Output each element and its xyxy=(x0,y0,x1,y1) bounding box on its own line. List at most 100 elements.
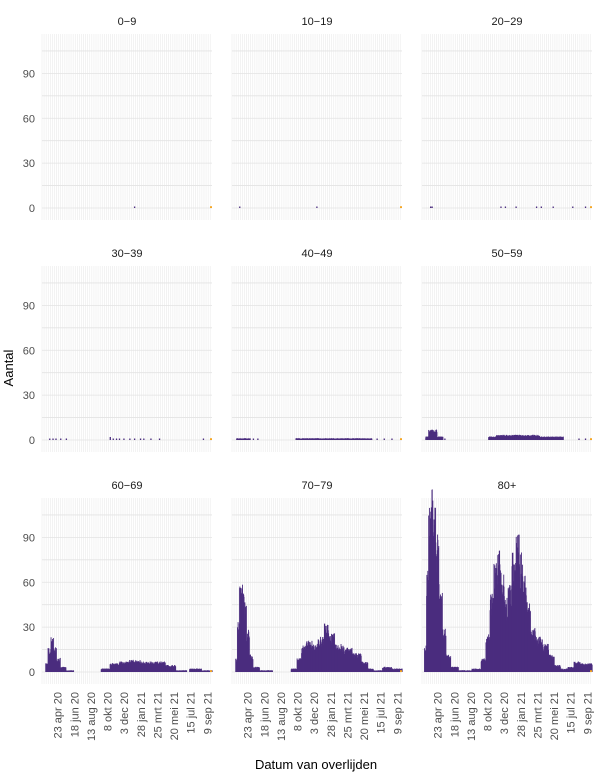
bar xyxy=(123,438,125,440)
x-tick-label: 15 jul 21 xyxy=(186,692,198,734)
bar xyxy=(55,438,57,440)
bar xyxy=(252,659,254,672)
x-tick-label: 9 sep 21 xyxy=(582,692,594,734)
x-tick-label: 3 dec 20 xyxy=(309,692,321,734)
x-tick-label: 15 jul 21 xyxy=(566,692,578,734)
bar xyxy=(133,438,136,440)
facet-title: 60−69 xyxy=(112,480,143,492)
x-tick-label: 23 apr 20 xyxy=(53,692,65,738)
bar xyxy=(245,605,247,672)
bar xyxy=(272,670,273,672)
facet-panel: 20−29 xyxy=(421,16,592,220)
bar xyxy=(584,438,587,440)
y-tick-label: 0 xyxy=(29,667,35,679)
bar xyxy=(430,206,432,208)
y-tick-label: 60 xyxy=(23,113,35,125)
bar xyxy=(60,438,62,440)
bar xyxy=(504,206,507,208)
recent-bar xyxy=(590,438,592,440)
facet-title: 70−79 xyxy=(302,480,333,492)
bar xyxy=(552,206,554,208)
x-tick-label: 25 mrt 21 xyxy=(152,692,164,738)
bar xyxy=(158,438,161,440)
y-tick-label: 90 xyxy=(23,532,35,544)
x-tick-label: 18 jun 20 xyxy=(69,692,81,737)
bar xyxy=(444,438,446,440)
x-tick-label: 15 jul 21 xyxy=(376,692,388,734)
x-tick-label: 9 sep 21 xyxy=(392,692,404,734)
y-tick-label: 90 xyxy=(23,300,35,312)
bar xyxy=(201,668,202,672)
x-tick-label: 8 okt 20 xyxy=(103,692,115,731)
facet-panel: 0−9 0 30 60 90 xyxy=(23,16,212,220)
x-tick-label: 8 okt 20 xyxy=(293,692,305,731)
bar xyxy=(540,206,542,208)
bar xyxy=(186,670,188,672)
x-tick-label: 3 dec 20 xyxy=(119,692,131,734)
bar xyxy=(55,648,57,672)
y-tick-label: 30 xyxy=(23,622,35,634)
recent-bar xyxy=(210,438,212,440)
bar xyxy=(175,666,177,672)
bar xyxy=(367,662,369,672)
bar xyxy=(112,438,114,440)
x-tick-label: 3 dec 20 xyxy=(499,692,511,734)
facet-title: 0−9 xyxy=(118,16,137,28)
x-tick-label: 28 jan 21 xyxy=(136,692,148,737)
x-tick-label: 18 jun 20 xyxy=(259,692,271,737)
x-tick-label: 25 mrt 21 xyxy=(532,692,544,738)
x-tick-label: 13 aug 20 xyxy=(276,692,288,741)
bar xyxy=(133,206,136,208)
bar xyxy=(445,635,447,672)
y-tick-label: 0 xyxy=(29,203,35,215)
x-tick-label: 13 aug 20 xyxy=(86,692,98,741)
facet-title: 20−29 xyxy=(492,16,523,28)
bar xyxy=(553,656,555,672)
facet-panel: 40−49 xyxy=(231,248,402,452)
recent-bar xyxy=(590,206,592,208)
facet-panels: 0−9 0 30 60 90 10−19 20−29 30−39 0 30 60 90 40−49 50−… xyxy=(23,16,595,741)
x-tick-label: 23 apr 20 xyxy=(243,692,255,738)
facet-title: 30−39 xyxy=(112,248,143,260)
recent-bar xyxy=(400,670,402,672)
y-tick-label: 0 xyxy=(29,435,35,447)
x-tick-label: 28 jan 21 xyxy=(326,692,338,737)
bar xyxy=(257,438,259,440)
x-tick-label: 8 okt 20 xyxy=(483,692,495,731)
bar xyxy=(65,438,68,440)
bar xyxy=(202,438,205,440)
bar xyxy=(150,438,152,440)
bar xyxy=(371,438,373,440)
bar xyxy=(383,438,385,440)
bar xyxy=(436,432,438,440)
bar xyxy=(73,670,75,672)
bar xyxy=(258,667,260,672)
bar xyxy=(248,637,250,672)
recent-bar xyxy=(210,206,212,208)
bar xyxy=(572,206,574,208)
y-tick-label: 30 xyxy=(23,158,35,170)
x-tick-label: 9 sep 21 xyxy=(202,692,214,734)
bar xyxy=(65,667,67,672)
facet-panel: 50−59 xyxy=(421,248,592,452)
x-tick-label: 20 mei 21 xyxy=(169,692,181,740)
x-axis-title: Datum van overlijden xyxy=(255,757,377,772)
bar xyxy=(59,657,61,672)
bar xyxy=(535,206,538,208)
bar xyxy=(143,438,145,440)
bar xyxy=(129,438,131,440)
bar xyxy=(584,206,587,208)
x-tick-label: 18 jun 20 xyxy=(449,692,461,737)
y-axis-title: Aantal xyxy=(1,349,16,386)
x-tick-label: 23 apr 20 xyxy=(433,692,445,738)
recent-bar xyxy=(400,206,402,208)
facet-title: 40−49 xyxy=(302,248,333,260)
bar xyxy=(49,438,51,440)
recent-bar xyxy=(210,670,212,672)
x-tick-label: 28 jan 21 xyxy=(516,692,528,737)
bar xyxy=(457,667,459,672)
bar xyxy=(239,206,241,208)
facet-title: 50−59 xyxy=(492,248,523,260)
facet-panel: 80+ 23 apr 20 18 jun 20 13 aug 20 8 okt 20 3 … xyxy=(421,480,594,741)
